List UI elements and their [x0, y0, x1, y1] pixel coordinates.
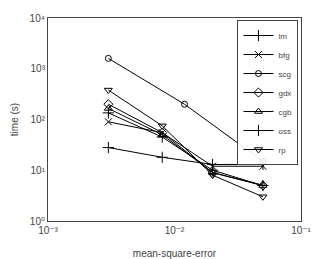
svg-text:10¹: 10¹ [31, 165, 46, 176]
svg-text:10⁻²: 10⁻² [165, 225, 185, 236]
svg-text:scg: scg [278, 70, 290, 79]
svg-text:10⁰: 10⁰ [30, 216, 45, 227]
svg-text:time (s): time (s) [9, 103, 20, 136]
svg-text:mean-square-error: mean-square-error [133, 248, 217, 259]
svg-text:oss: oss [278, 127, 290, 136]
svg-text:bfg: bfg [278, 51, 289, 60]
svg-text:10⁴: 10⁴ [30, 13, 45, 24]
svg-text:10³: 10³ [31, 63, 46, 74]
svg-text:lm: lm [278, 32, 287, 41]
svg-text:10²: 10² [31, 114, 46, 125]
svg-text:gdx: gdx [278, 89, 291, 98]
svg-text:10⁻¹: 10⁻¹ [291, 225, 311, 236]
svg-text:10⁻³: 10⁻³ [38, 225, 58, 236]
svg-text:cgb: cgb [278, 108, 291, 117]
svg-text:rp: rp [278, 146, 286, 155]
